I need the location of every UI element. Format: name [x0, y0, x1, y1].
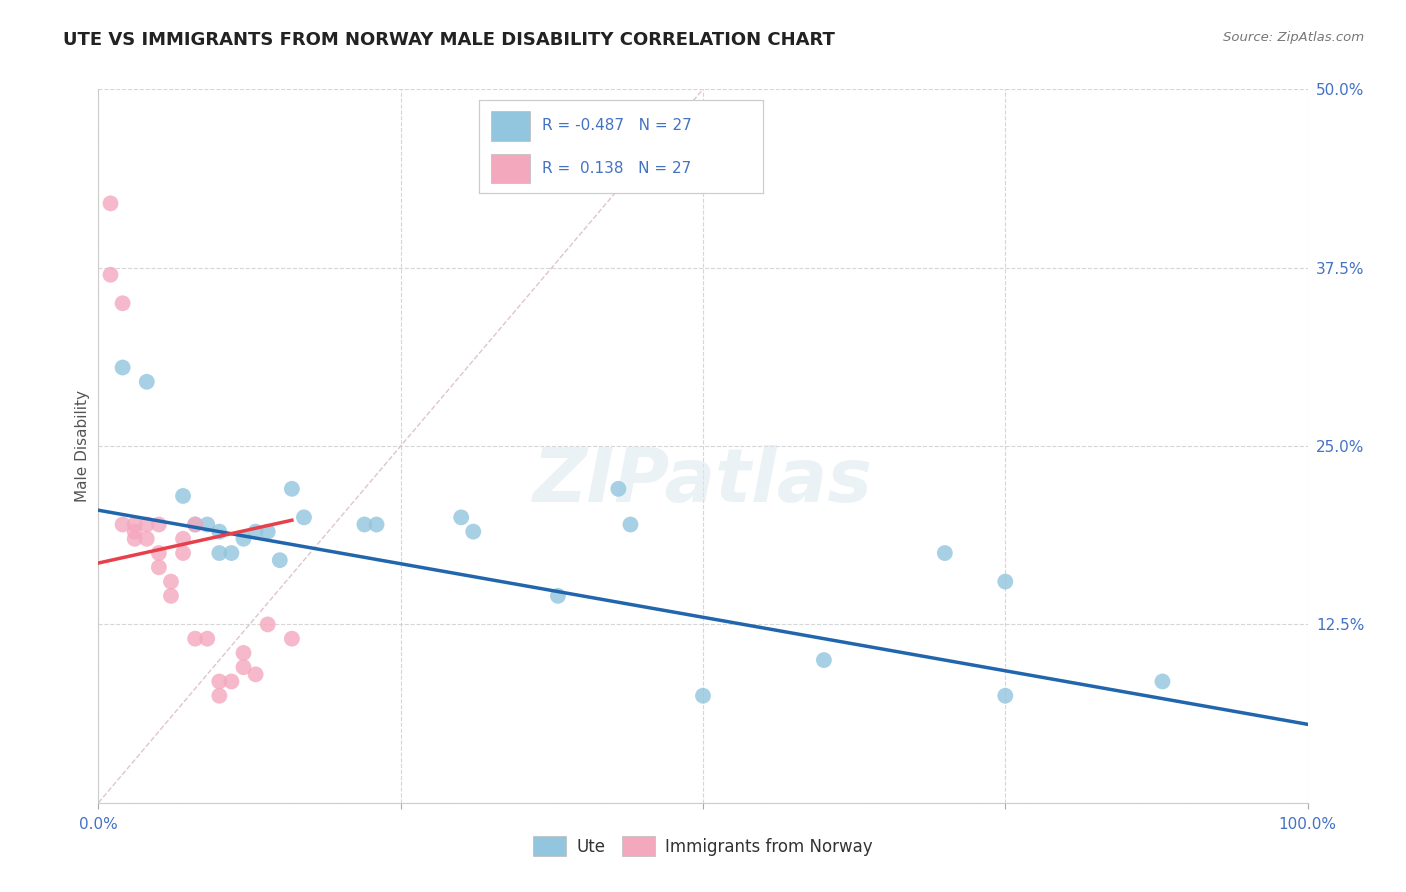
Point [111, 517, 134, 532]
Point [292, 510, 315, 524]
Point [619, 517, 641, 532]
Point [934, 546, 956, 560]
Point [1152, 674, 1174, 689]
Point [100, 196, 122, 211]
Point [184, 517, 207, 532]
Point [172, 546, 194, 560]
Point [148, 517, 170, 532]
Y-axis label: Male Disability: Male Disability [75, 390, 90, 502]
Point [148, 560, 170, 574]
Point [111, 360, 134, 375]
Point [692, 689, 714, 703]
Point [232, 660, 254, 674]
Point [281, 632, 304, 646]
Point [124, 532, 146, 546]
Point [135, 375, 157, 389]
Point [208, 524, 231, 539]
Point [184, 632, 207, 646]
Point [813, 653, 835, 667]
Point [124, 524, 146, 539]
Point [135, 532, 157, 546]
Point [607, 482, 630, 496]
Point [172, 532, 194, 546]
Point [245, 667, 267, 681]
Point [195, 517, 218, 532]
Point [160, 574, 183, 589]
Point [353, 517, 375, 532]
Legend: Ute, Immigrants from Norway: Ute, Immigrants from Norway [526, 830, 880, 863]
Point [994, 689, 1017, 703]
Point [208, 689, 231, 703]
Text: ZIPatlas: ZIPatlas [533, 445, 873, 518]
Point [463, 524, 485, 539]
Point [124, 517, 146, 532]
Point [281, 482, 304, 496]
Text: Source: ZipAtlas.com: Source: ZipAtlas.com [1223, 31, 1364, 45]
Point [256, 524, 278, 539]
Point [160, 589, 183, 603]
Point [221, 674, 243, 689]
Point [245, 524, 267, 539]
Point [232, 646, 254, 660]
Point [208, 674, 231, 689]
Point [232, 532, 254, 546]
Point [195, 632, 218, 646]
Point [111, 296, 134, 310]
Point [184, 517, 207, 532]
Point [148, 546, 170, 560]
Point [256, 617, 278, 632]
Point [547, 589, 569, 603]
Point [366, 517, 388, 532]
Point [221, 546, 243, 560]
Point [208, 546, 231, 560]
Text: UTE VS IMMIGRANTS FROM NORWAY MALE DISABILITY CORRELATION CHART: UTE VS IMMIGRANTS FROM NORWAY MALE DISAB… [63, 31, 835, 49]
Point [269, 553, 291, 567]
Point [135, 517, 157, 532]
Point [450, 510, 472, 524]
Point [994, 574, 1017, 589]
Point [100, 268, 122, 282]
Point [172, 489, 194, 503]
